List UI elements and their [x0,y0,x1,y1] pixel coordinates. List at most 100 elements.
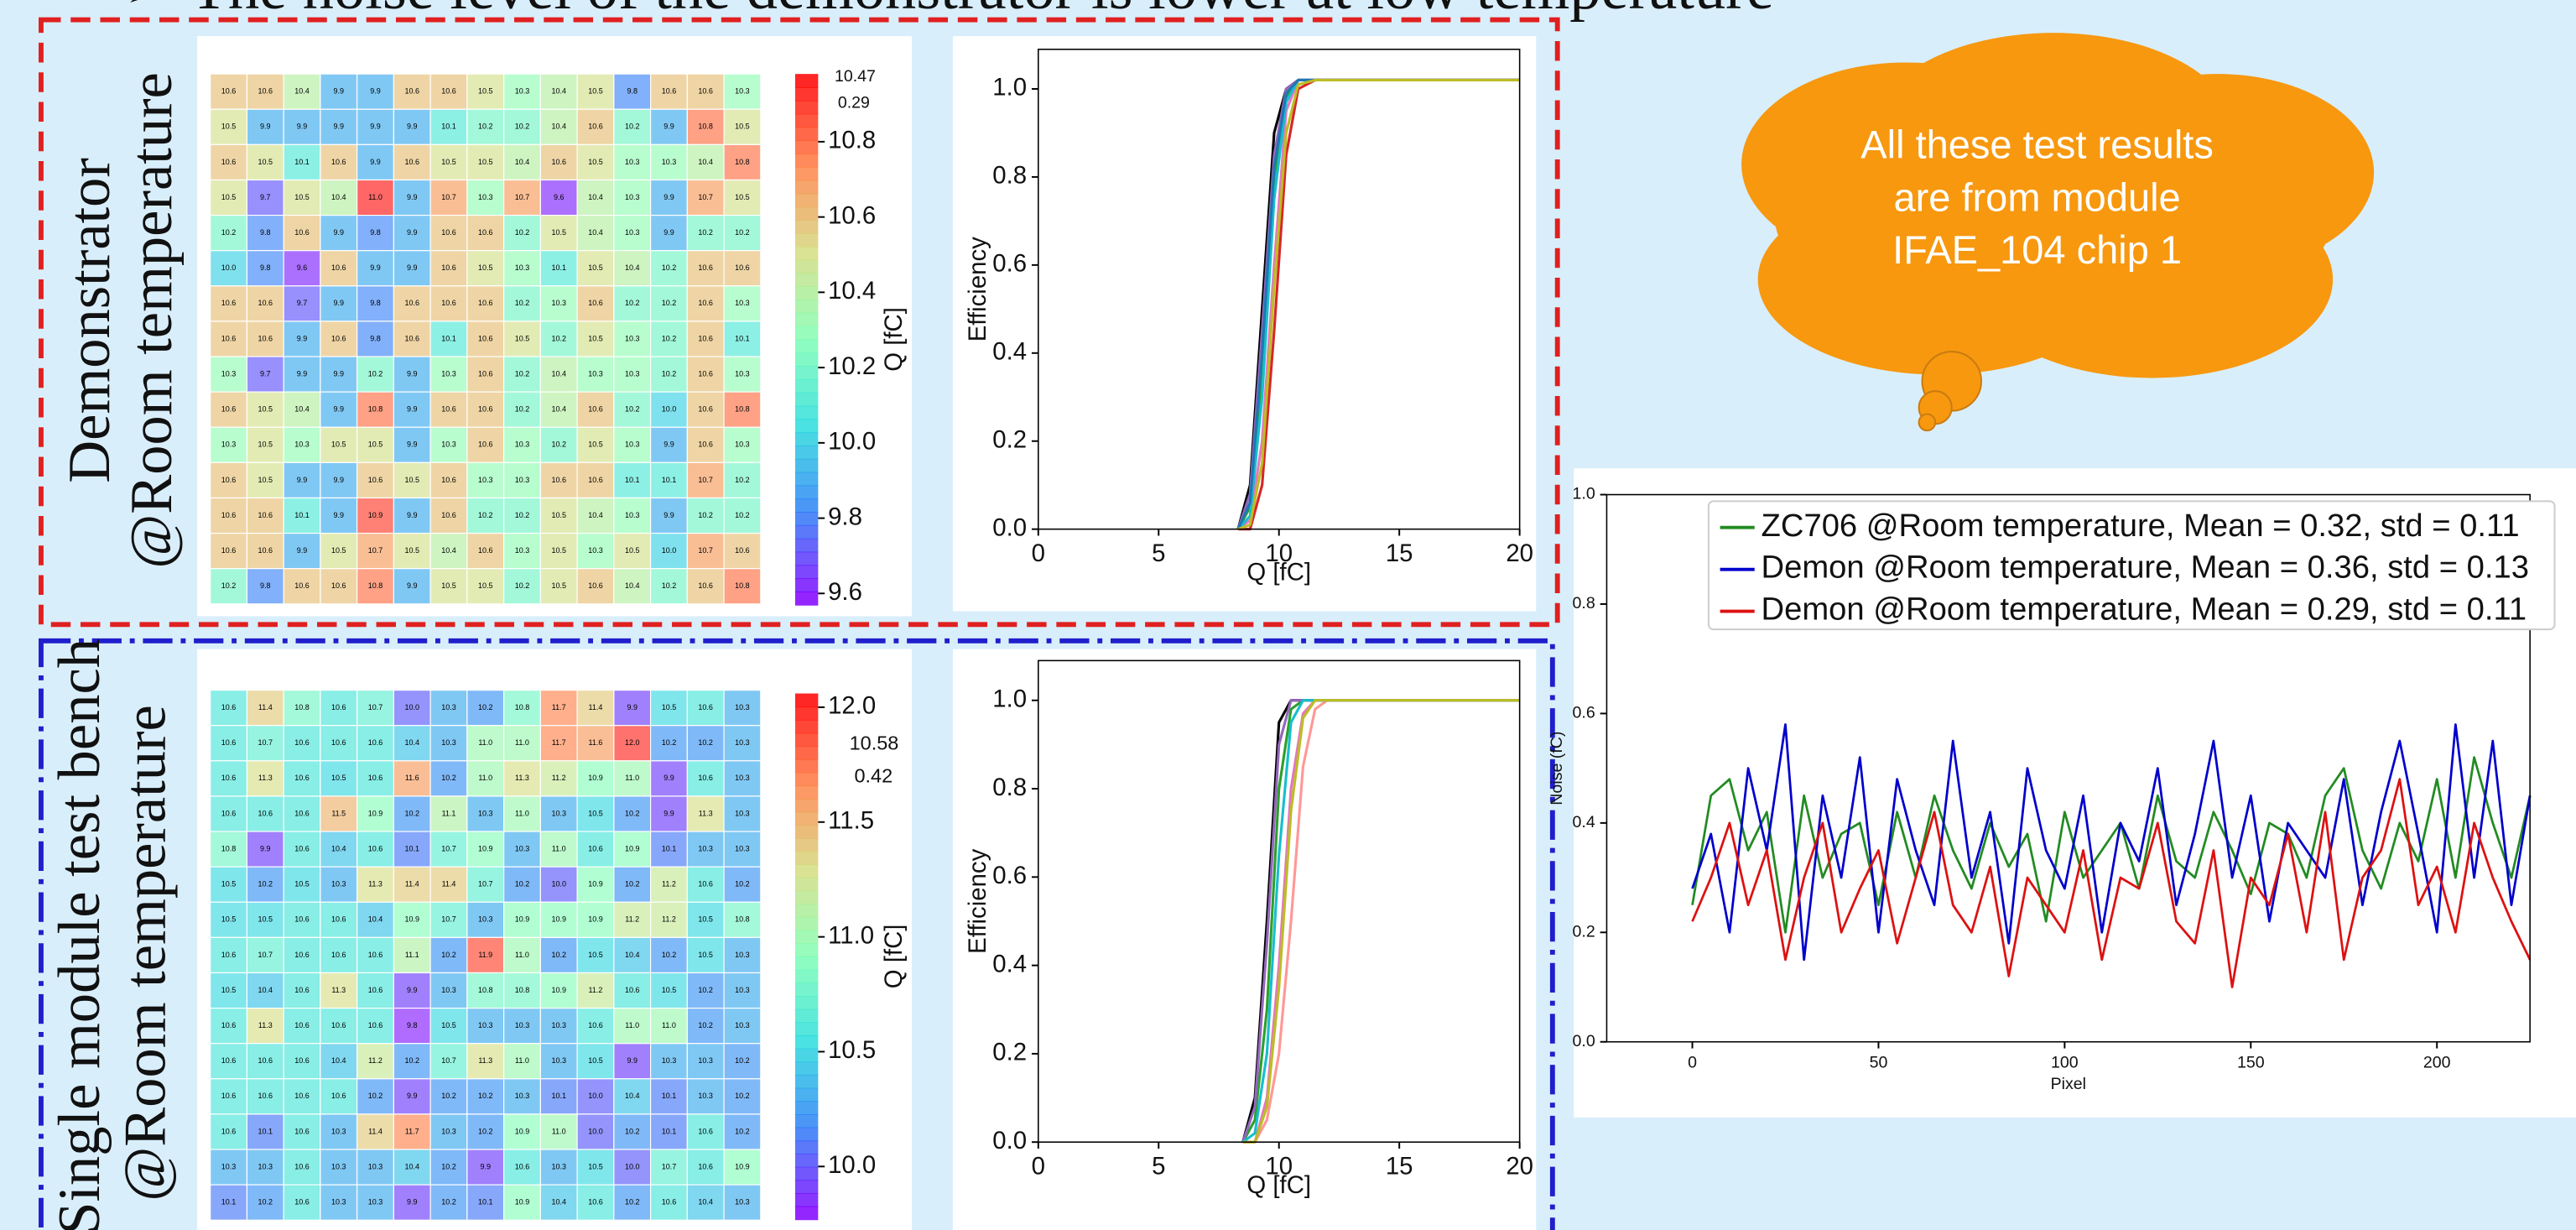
heatmap-cell [576,1113,615,1150]
heatmap-cell [356,831,394,868]
heatmap-cell [356,356,394,393]
cell-value: 11.0 [515,1056,529,1065]
heatmap-cell [649,391,688,428]
heatmap-cell [320,1078,358,1115]
colorbar-label: Q [fC] [880,925,908,989]
cell-value: 9.7 [260,369,271,378]
colorbar-band [794,538,819,553]
cell-value: 10.6 [368,774,383,782]
cell-value: 10.3 [515,87,530,96]
cell-value: 10.5 [551,228,566,237]
heatmap-cell [320,831,358,868]
cell-value: 11.4 [258,703,273,711]
cell-value: 10.1 [294,511,310,519]
cell-value: 10.5 [625,546,640,555]
heatmap-cell [283,214,321,252]
heatmap-cell [283,285,321,322]
cell-value: 10.3 [735,986,750,994]
cell-value: 10.3 [551,299,566,307]
cell-value: 10.0 [625,1162,640,1170]
cell-value: 10.2 [625,299,640,307]
heatmap-cell [393,725,431,762]
heatmap-cell [246,1043,284,1080]
heatmap-cell [613,901,652,938]
heatmap-cell [723,972,762,1009]
cell-value: 10.2 [662,951,677,959]
cell-value: 10.3 [478,809,493,817]
cell-value: 9.9 [407,228,418,237]
heatmap-cell [429,426,468,463]
cell-value: 10.4 [331,193,346,201]
series-line [1691,756,2532,934]
cell-value: 10.6 [294,844,310,852]
heatmap-cell [356,1007,394,1045]
heatmap-cell [686,901,725,938]
heatmap-cell [576,936,615,974]
heatmap-cell [686,1078,725,1115]
cell-value: 10.2 [405,1056,420,1065]
cell-value: 10.2 [515,369,530,378]
colorbar-band [794,366,819,380]
heatmap-cell [539,725,578,762]
heatmap-cell [210,73,248,110]
cell-value: 10.3 [625,511,640,519]
colorbar-band [794,758,819,774]
cell-value: 9.9 [334,511,345,519]
cell-value: 10.4 [441,546,456,555]
heatmap-cell [210,214,248,252]
heatmap-cell [466,321,505,357]
heatmap-cell [503,1113,541,1150]
cell-value: 10.6 [221,703,237,711]
heatmap-cell [393,1043,431,1080]
cell-value: 9.9 [297,546,308,555]
cell-value: 10.2 [221,228,237,237]
cell-value: 10.6 [368,844,383,852]
cell-value: 10.3 [221,1162,237,1170]
colorbar-band [794,565,819,580]
cell-value: 10.3 [735,951,750,959]
x-tick-label: 200 [2423,1053,2451,1071]
cell-value: 9.9 [407,122,418,131]
cell-value: 10.7 [441,844,456,852]
cell-value: 10.6 [405,334,420,342]
heatmap-cell [613,321,652,357]
cell-value: 11.3 [258,774,273,782]
colorbar-band [794,273,819,288]
cell-value: 10.5 [588,440,603,449]
cell-value: 10.7 [698,193,713,201]
heatmap-cell [649,1113,688,1150]
panel-label: Single module test bench [47,638,112,1230]
heatmap-cell [613,1043,652,1080]
cell-value: 10.6 [478,228,493,237]
cell-value: 10.2 [515,511,530,519]
cell-value: 10.6 [331,334,346,342]
cell-value: 10.2 [735,228,750,237]
x-axis-label: Q [fC] [1246,1171,1311,1199]
cell-value: 9.9 [334,476,345,484]
cell-value: 10.2 [625,1127,640,1135]
cell-value: 10.8 [221,844,237,852]
heatmap-cell [723,356,762,393]
cell-value: 10.2 [551,440,566,449]
cell-value: 10.1 [221,1198,237,1207]
heatmap-cell [723,108,762,145]
cell-value: 10.2 [625,122,640,131]
heatmap-cell [723,831,762,868]
heatmap-cell [283,1078,321,1115]
y-axis-label: Efficiency [964,237,991,341]
cell-value: 10.2 [441,1162,456,1170]
cell-value: 10.2 [662,369,677,378]
cell-value: 10.9 [368,511,383,519]
cell-value: 10.6 [478,299,493,307]
heatmap-cell [210,426,248,463]
cell-value: 10.6 [221,738,237,747]
heatmap-cell [723,214,762,252]
y-tick-label: 0.6 [992,862,1027,889]
cell-value: 9.9 [260,122,271,131]
cell-value: 10.3 [625,228,640,237]
cell-value: 11.3 [331,986,346,994]
heatmap-cell [723,321,762,357]
cell-value: 10.2 [698,986,713,994]
cell-value: 10.6 [441,87,456,96]
cell-value: 10.3 [735,299,750,307]
